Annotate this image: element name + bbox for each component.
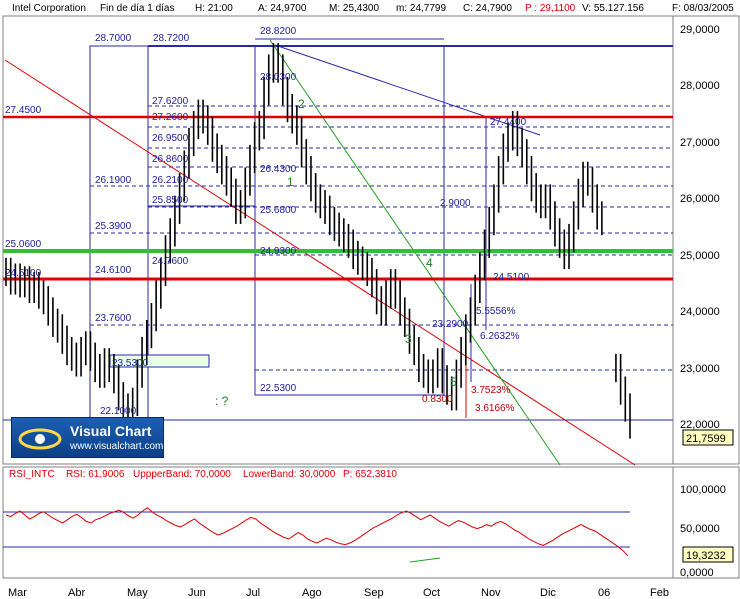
x-tick: Ago [302,587,322,599]
rsi-upper-band: UppperBand: 70,0000 [133,469,231,480]
level-label: 24.5100 [5,268,42,279]
level-label: 24.7600 [152,256,189,267]
x-tick: Jun [188,587,206,599]
x-tick: Nov [481,587,501,599]
y-tick-label: 28,0000 [680,80,720,92]
level-label: 24.6100 [95,265,132,276]
level-label: 25.8500 [152,195,189,206]
wave-label: 1 [287,175,294,189]
x-axis: Mar Abr May Jun Jul Ago Sep Oct Nov Dic … [8,587,669,599]
x-tick: 06 [598,587,610,599]
header-low: m: 24,7799 [396,3,446,14]
rsi-divergence-line [409,557,441,563]
level-label: 28.8200 [260,26,297,37]
header-volume: V: 55.127.156 [582,3,644,14]
wave-label: : ? [215,394,229,408]
logo-url: www.visualchart.com [70,441,164,452]
header-open: A: 24,9700 [258,3,307,14]
wave-label: 4 [426,256,433,270]
level-label: 25.0600 [5,239,42,250]
y-tick-label: 27,0000 [680,137,720,149]
y-tick-label: 24,0000 [680,306,720,318]
y-tick-label: 29,0000 [680,24,720,36]
rsi-lower-band: LowerBand: 30,0000 [243,469,336,480]
level-label: 22.5300 [260,383,297,394]
header-hour: H: 21:00 [195,3,233,14]
y-tick-label: 22,0000 [680,419,720,431]
level-label: 26.1900 [95,175,132,186]
percent-label: 3.6166% [475,403,515,414]
header-date: F: 08/03/2005 [672,3,734,14]
percent-labels: 5.5556% 6.2632% 3.7523% 3.6166% [471,306,520,414]
percent-label: 6.2632% [480,331,520,342]
level-label: 28.7200 [153,33,190,44]
level-label: 26.9500 [152,133,189,144]
percent-label: 3.7523% [471,385,511,396]
red-trendline [4,59,636,466]
level-label: 26.4300 [260,164,297,175]
price-bars [5,43,631,439]
level-label: 27.4500 [5,105,42,116]
wave-label: 2 [298,97,305,111]
level-label: 25.6800 [260,205,297,216]
header-symbol: Intel Corporation [12,3,86,14]
level-label: 25.3900 [95,221,132,232]
level-label: 27.4400 [490,117,527,128]
rsi-header: RSI_INTC [9,469,55,480]
rsi-line [5,507,629,557]
level-label: 22.1000 [100,406,137,417]
wave-label: 5 [450,375,457,389]
level-labels: 28.7000 28.7200 28.8200 28.0300 27.6200 … [5,26,530,417]
level-label: 27.2600 [152,112,189,123]
x-tick: Feb [650,587,669,599]
level-label: 27.6200 [152,96,189,107]
visualchart-logo: Visual Chart www.visualchart.com [11,417,164,458]
x-tick: Sep [364,587,384,599]
rsi-tick: 0,0000 [680,567,714,579]
header-high: M: 25,4300 [329,3,379,14]
y-axis-ticks: 29,0000 28,0000 27,0000 26,0000 25,0000 … [680,24,720,431]
x-tick: Oct [423,587,440,599]
level-label: 23.5300 [112,358,149,369]
header-period: Fin de día 1 días [100,3,175,14]
header-p: P : 29,1100 [525,3,576,14]
level-label: 28.7000 [95,33,132,44]
logo-swoosh-icon [18,428,62,450]
logo-title: Visual Chart [70,423,152,439]
level-label: 23.2900 [432,319,469,330]
y-tick-label: 25,0000 [680,250,720,262]
level-label: 24.9300 [260,246,297,257]
rsi-p-value: P: 652,3810 [343,469,397,480]
header-close: C: 24,7900 [463,3,512,14]
x-tick: Dic [540,587,556,599]
level-label: 23.7600 [95,313,132,324]
x-tick: May [127,587,148,599]
y-tick-label: 23,0000 [680,363,720,375]
price-axis [672,15,740,465]
wave-labels: 1 2 3 4 5 : ? [215,97,457,408]
rsi-tick: 100,0000 [680,484,726,496]
rsi-last-value: 19,3232 [686,550,726,562]
level-label: 0.8300 [422,394,453,405]
last-price-box [682,429,734,446]
last-price-label: 21,7599 [686,433,726,445]
wave-label: 3 [405,332,412,346]
rsi-value: RSI: 61,9006 [66,469,125,480]
x-tick: Mar [8,587,27,599]
level-label: 2.9000 [440,198,471,209]
rsi-last-box [682,546,734,563]
rsi-panel [2,466,674,579]
level-label: 28.0300 [260,72,297,83]
rsi-tick: 50,0000 [680,523,720,535]
y-tick-label: 26,0000 [680,193,720,205]
level-label: 26.2100 [152,175,189,186]
level-label: 24.5100 [493,272,530,283]
level-label: 26.8600 [152,154,189,165]
x-tick: Abr [68,587,85,599]
price-panel [2,15,674,465]
percent-label: 5.5556% [476,306,516,317]
x-tick: Jul [246,587,260,599]
blue-trendline [274,44,541,136]
